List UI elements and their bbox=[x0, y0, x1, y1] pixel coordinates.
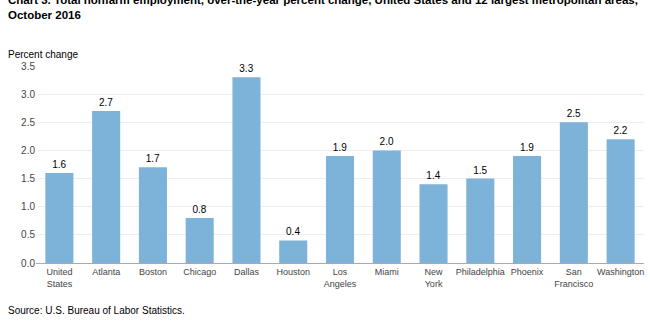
svg-text:1.4: 1.4 bbox=[426, 170, 440, 181]
svg-text:Chart 3. Total nonfarm employm: Chart 3. Total nonfarm employment, over-… bbox=[8, 0, 638, 21]
svg-text:2.2: 2.2 bbox=[613, 125, 627, 136]
svg-text:2.0: 2.0 bbox=[21, 145, 35, 156]
svg-text:0.4: 0.4 bbox=[286, 226, 300, 237]
svg-text:Dallas: Dallas bbox=[234, 267, 260, 277]
svg-text:Miami: Miami bbox=[375, 267, 399, 277]
svg-text:LosAngeles: LosAngeles bbox=[324, 267, 357, 289]
svg-text:Chicago: Chicago bbox=[183, 267, 216, 277]
svg-text:Washington: Washington bbox=[597, 267, 644, 277]
svg-text:NewYork: NewYork bbox=[425, 267, 444, 289]
svg-text:Philadelphia: Philadelphia bbox=[456, 267, 505, 277]
svg-text:3.3: 3.3 bbox=[239, 63, 253, 74]
svg-text:UnitedStates: UnitedStates bbox=[46, 267, 72, 289]
svg-text:1.0: 1.0 bbox=[21, 201, 35, 212]
svg-text:2.5: 2.5 bbox=[21, 117, 35, 128]
svg-text:2.7: 2.7 bbox=[99, 97, 113, 108]
svg-text:1.6: 1.6 bbox=[52, 159, 66, 170]
svg-text:1.9: 1.9 bbox=[333, 142, 347, 153]
svg-text:Source: U.S. Bureau of Labor S: Source: U.S. Bureau of Labor Statistics. bbox=[8, 305, 185, 316]
svg-text:0.0: 0.0 bbox=[21, 258, 35, 269]
svg-text:1.5: 1.5 bbox=[473, 165, 487, 176]
svg-text:0.8: 0.8 bbox=[193, 204, 207, 215]
svg-text:Houston: Houston bbox=[276, 267, 310, 277]
svg-text:1.9: 1.9 bbox=[520, 142, 534, 153]
svg-text:Atlanta: Atlanta bbox=[92, 267, 120, 277]
svg-text:2.5: 2.5 bbox=[567, 108, 581, 119]
svg-text:0.5: 0.5 bbox=[21, 229, 35, 240]
svg-text:Boston: Boston bbox=[139, 267, 167, 277]
svg-text:1.7: 1.7 bbox=[146, 153, 160, 164]
svg-text:3.0: 3.0 bbox=[21, 89, 35, 100]
svg-text:Phoenix: Phoenix bbox=[511, 267, 544, 277]
svg-text:2.0: 2.0 bbox=[380, 136, 394, 147]
svg-text:SanFrancisco: SanFrancisco bbox=[554, 267, 593, 289]
svg-text:1.5: 1.5 bbox=[21, 173, 35, 184]
svg-text:Percent change: Percent change bbox=[8, 49, 78, 60]
svg-text:3.5: 3.5 bbox=[21, 61, 35, 72]
